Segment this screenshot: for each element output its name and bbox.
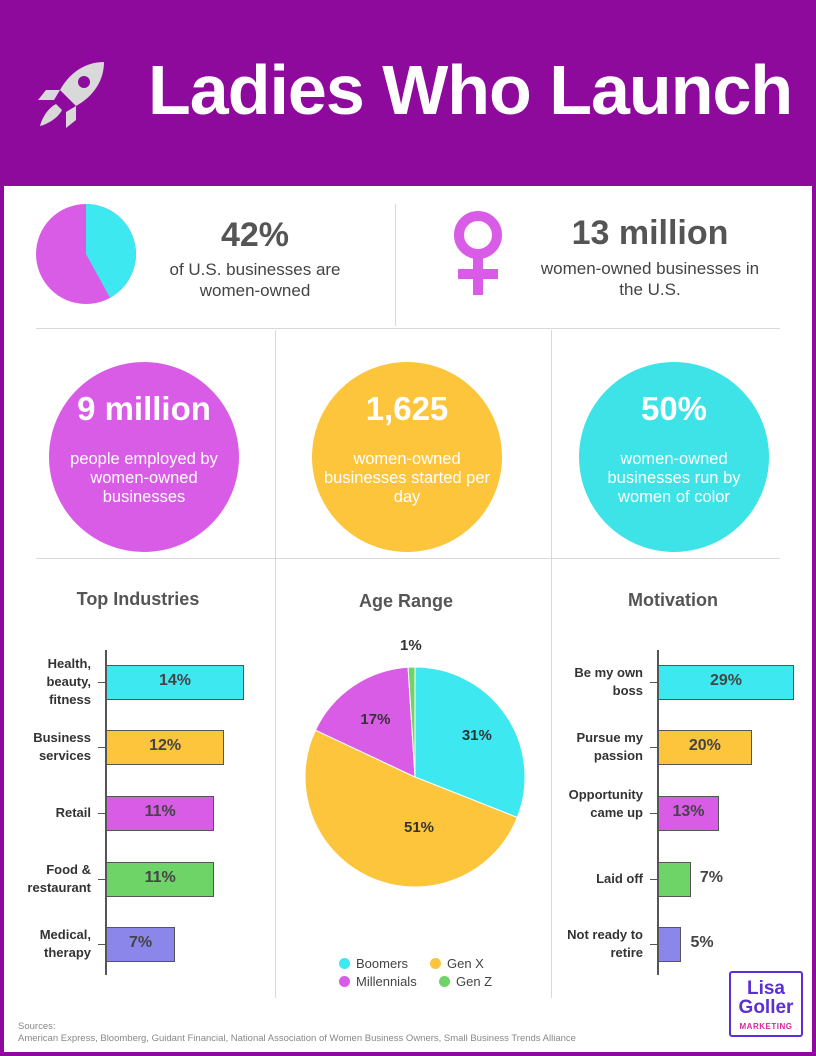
divider [275,330,276,998]
bar-category-label: Retail [55,805,91,820]
bar [658,927,682,962]
axis-tick [650,747,658,748]
divider [551,330,552,998]
stat-text: of U.S. businesses are women-owned [169,260,341,300]
pie-slice-millennials [314,666,416,778]
divider [36,558,780,559]
bar [658,665,794,700]
logo-line: MARKETING [739,1022,793,1031]
logo-line: Goller [738,997,794,1018]
bar-value-label: 11% [144,869,176,886]
logo-line: Lisa [746,978,786,999]
legend-label: Gen X [447,956,484,971]
bar-value-label: 5% [690,934,714,951]
motivation-title: Motivation [628,590,718,610]
bar [658,730,752,765]
legend-item-boomers: Boomers [339,956,408,971]
circle-text: women-owned businesses started per day [323,450,490,506]
bar-value-label: 13% [672,803,705,820]
circle-value: 9 million [77,390,211,427]
divider [395,204,396,326]
pie-slice-gen-x [304,729,518,888]
bar [106,927,175,962]
rocket-icon [38,62,104,128]
stat-circle-employed: 9 million people employed by women-owned… [49,362,239,552]
divider [36,328,780,329]
legend-item-millennials: Millennials [339,974,417,989]
industries-title: Top Industries [76,589,200,609]
bar-category-label: Health, beauty, fitness [46,656,91,707]
age-range-title: Age Range [358,591,454,611]
female-symbol-icon [454,211,502,295]
header: Ladies Who Launch [0,0,816,186]
bar-value-label: 14% [158,672,192,689]
sources-title: Sources: [18,1021,56,1032]
bar-category-label: Laid off [596,871,643,886]
bar-category-label: Medical, therapy [39,927,91,960]
bar-value-label: 29% [709,672,743,689]
axis-tick [98,944,106,945]
bar [658,796,719,831]
stat-circle-per-day: 1,625 women-owned businesses started per… [312,362,502,552]
bar-category-label: Not ready to retire [567,927,643,960]
axis-tick [98,813,106,814]
pie-value-label: 1% [400,640,422,654]
legend-swatch [339,958,350,969]
axis-tick [98,682,106,683]
axis-tick [98,747,106,748]
pie-value-label: 17% [360,711,390,728]
stat-value: 13 million [571,214,729,252]
circle-value: 1,625 [365,390,449,427]
bar-category-label: Food & restaurant [27,862,91,895]
content-panel [4,186,812,1052]
company-logo: Lisa Goller MARKETING [729,971,803,1037]
bar [106,862,215,897]
legend-label: Gen Z [456,974,493,989]
legend-label: Boomers [356,956,409,971]
circle-text: women-owned businesses run by women of c… [607,450,741,506]
sources-text: American Express, Bloomberg, Guidant Fin… [18,1033,576,1044]
stat-text: women-owned businesses in the U.S. [540,259,760,299]
bar-value-label: 7% [699,869,723,886]
pie-value-label: 31% [462,727,492,744]
bar [658,862,691,897]
axis-tick [650,944,658,945]
legend-swatch [430,958,441,969]
pie-slice-women-owned [86,204,136,298]
legend-swatch [339,976,350,987]
stat-value: 42% [220,216,290,254]
legend-label: Millennials [356,974,417,989]
axis-tick [650,813,658,814]
bar-value-label: 12% [149,737,182,754]
women-owned-pie [36,204,136,304]
bar [106,796,215,831]
circle-value: 50% [640,390,708,427]
bar [106,730,225,765]
bar-category-label: Pursue my passion [576,730,643,763]
sources: Sources: American Express, Bloomberg, Gu… [18,1021,576,1045]
legend-item-gen-x: Gen X [430,956,484,971]
axis-tick [650,879,658,880]
circle-text: people employed by women-owned businesse… [70,450,218,506]
bar [106,665,244,700]
bar-category-label: Be my own boss [574,665,643,698]
axis-tick [650,682,658,683]
bar-category-label: Business services [33,730,91,763]
pie-slice-gen-z [407,666,416,778]
pie-value-label: 51% [404,819,434,836]
legend-swatch [439,976,450,987]
bar-value-label: 7% [128,934,153,951]
bar-category-label: Opportunity came up [568,787,643,820]
age-range-pie-chart: 31% 51% 17% 1% [304,640,526,888]
pie-slice-boomers [414,666,526,819]
bar-value-label: 11% [144,803,176,820]
bar-value-label: 20% [688,737,721,754]
page-title: Ladies Who Launch [148,51,793,129]
legend-item-gen-z: Gen Z [439,974,492,989]
stat-circle-women-of-color: 50% women-owned businesses run by women … [579,362,769,552]
axis-tick [98,879,106,880]
